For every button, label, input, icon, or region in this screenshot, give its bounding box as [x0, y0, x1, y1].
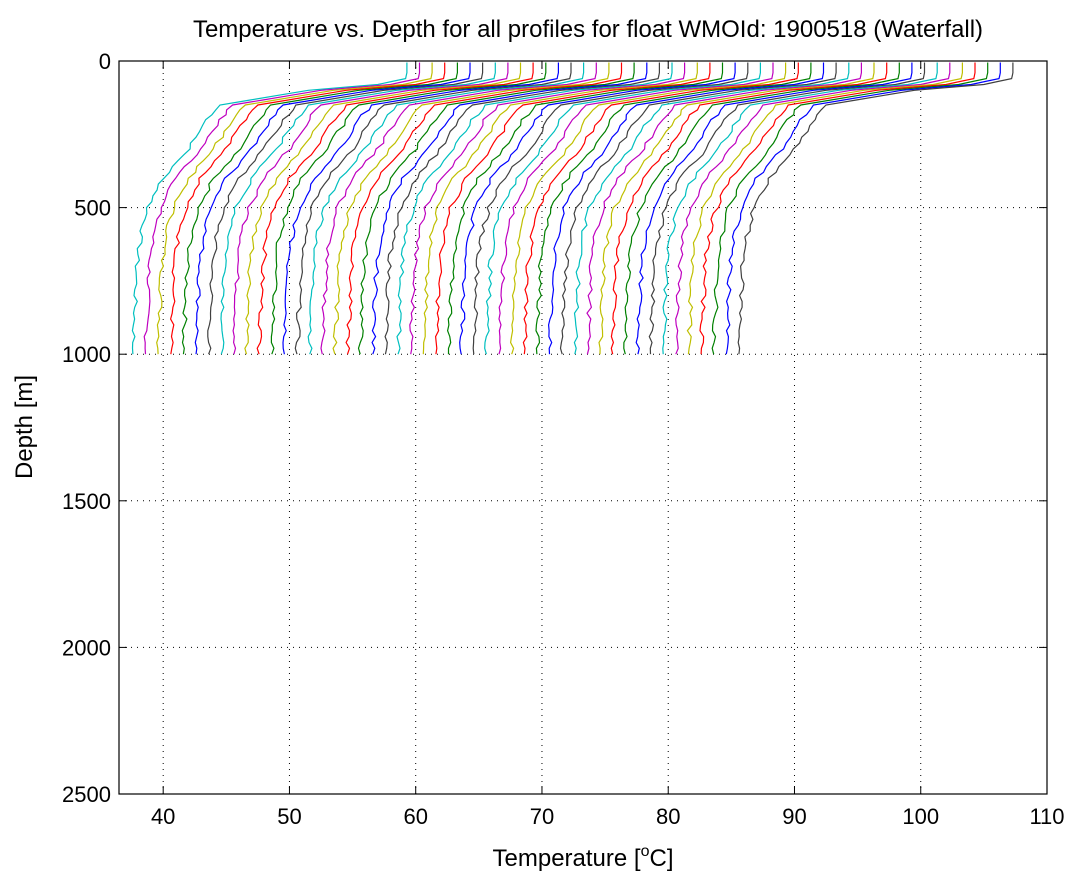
y-tick-label: 1500 — [62, 489, 111, 514]
profile-line — [559, 62, 837, 355]
profile-line — [256, 62, 534, 355]
profile-line — [675, 62, 951, 355]
profile-line — [320, 62, 597, 355]
profile-line — [573, 62, 850, 355]
profile-line — [332, 62, 610, 355]
profile-line — [648, 62, 926, 355]
profile-line — [232, 62, 509, 355]
profile-line — [220, 62, 496, 355]
profile-line — [131, 62, 408, 355]
profile-line — [498, 62, 774, 355]
profile-line — [635, 62, 913, 355]
profile-line — [282, 62, 559, 355]
profile-line — [181, 62, 458, 355]
x-tick-label: 70 — [530, 804, 554, 829]
profile-line — [194, 62, 471, 355]
profile-line — [586, 62, 862, 355]
x-axis-label: Temperature [oC] — [493, 843, 674, 872]
profile-line — [725, 62, 1001, 355]
y-tick-label: 0 — [99, 49, 111, 74]
profile-line — [207, 62, 484, 355]
x-tick-label: 40 — [151, 804, 175, 829]
x-tick-label: 50 — [277, 804, 301, 829]
x-tick-label: 100 — [902, 804, 939, 829]
profile-line — [610, 62, 888, 355]
profile-line — [270, 62, 547, 355]
profile-line — [371, 62, 648, 355]
profile-line — [357, 62, 635, 355]
profile-line — [662, 62, 938, 355]
y-tick-label: 2500 — [62, 782, 111, 807]
profile-line — [307, 62, 585, 355]
profile-line — [737, 62, 1014, 355]
profile-line — [472, 62, 749, 355]
y-axis-label: Depth [m] — [11, 375, 38, 479]
profile-line — [711, 62, 989, 355]
profile-line — [143, 62, 421, 355]
x-tick-label: 110 — [1029, 804, 1064, 829]
axis-ticks: 40 50 60 70 80 90 100 110 0 500 1000 1500 2000 2500 — [62, 49, 1064, 829]
x-tick-label: 80 — [656, 804, 680, 829]
profile-line — [294, 62, 572, 355]
profile-line — [547, 62, 825, 355]
profile-line — [535, 62, 812, 355]
profile-line — [598, 62, 875, 355]
profile-line — [345, 62, 623, 355]
profile-line — [156, 62, 433, 355]
y-tick-label: 2000 — [62, 635, 111, 660]
profile-line — [623, 62, 900, 355]
profile-line — [522, 62, 799, 355]
profile-line — [686, 62, 963, 355]
plot-frame — [118, 60, 1048, 795]
profile-line — [409, 62, 686, 355]
profile-line — [396, 62, 673, 355]
profile-line — [384, 62, 660, 355]
profile-line — [446, 62, 724, 355]
profile-line — [484, 62, 761, 355]
profile-line — [509, 62, 787, 355]
chart-title: Temperature vs. Depth for all profiles f… — [193, 16, 983, 43]
profile-line — [459, 62, 736, 355]
y-tick-label: 500 — [74, 196, 111, 221]
x-tick-label: 90 — [782, 804, 806, 829]
y-tick-label: 1000 — [62, 342, 111, 367]
grid-lines — [119, 61, 1047, 794]
profile-line — [169, 62, 446, 355]
x-tick-label: 60 — [403, 804, 427, 829]
profile-line — [699, 62, 976, 355]
profile-line — [422, 62, 698, 355]
profile-line — [434, 62, 711, 355]
profile-line — [244, 62, 522, 355]
profiles-layer — [131, 62, 1014, 355]
